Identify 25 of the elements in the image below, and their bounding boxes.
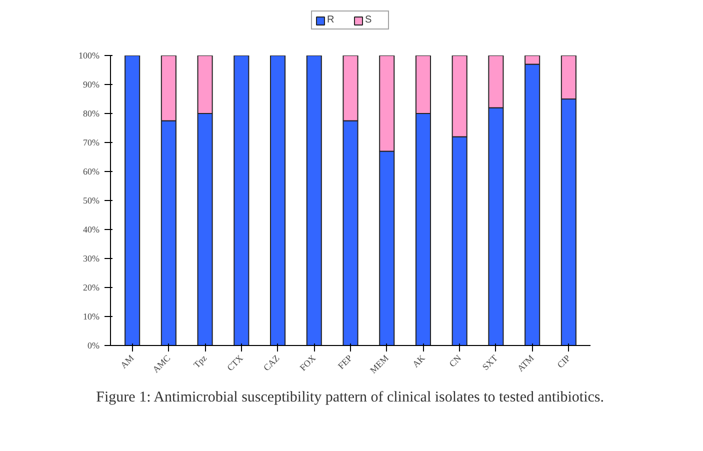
- x-tick-label: FEP: [336, 352, 354, 371]
- x-tick-label: AK: [410, 352, 428, 370]
- y-tick-label: 90%: [83, 80, 100, 90]
- y-tick-label: 40%: [83, 224, 100, 234]
- x-tick-label: CIP: [555, 352, 572, 370]
- legend-label: S: [365, 14, 373, 26]
- x-tick-label: AM: [118, 352, 136, 370]
- y-tick-label: 50%: [83, 196, 100, 206]
- bar: [270, 56, 286, 346]
- y-tick-label: 70%: [83, 138, 100, 148]
- y-tick-label: 20%: [83, 282, 100, 292]
- y-tick-label: 0%: [88, 340, 100, 350]
- y-tick-label: 60%: [83, 166, 100, 176]
- bar: [234, 56, 250, 346]
- x-tick-label: Tpz: [192, 352, 209, 370]
- x-tick-label: CN: [447, 352, 464, 369]
- bar: [306, 56, 322, 346]
- y-tick-label: 100%: [78, 50, 100, 60]
- x-tick-label: CTX: [225, 352, 246, 373]
- caption: Figure 1: Antimicrobial susceptibility pattern of clinical isolates to tested antibiotics.: [96, 390, 604, 406]
- bar: [124, 56, 140, 346]
- y-tick-label: 30%: [83, 254, 100, 264]
- y-tick-label: 10%: [83, 312, 100, 322]
- legend-label: R: [327, 14, 336, 26]
- y-tick-label: 80%: [83, 108, 100, 118]
